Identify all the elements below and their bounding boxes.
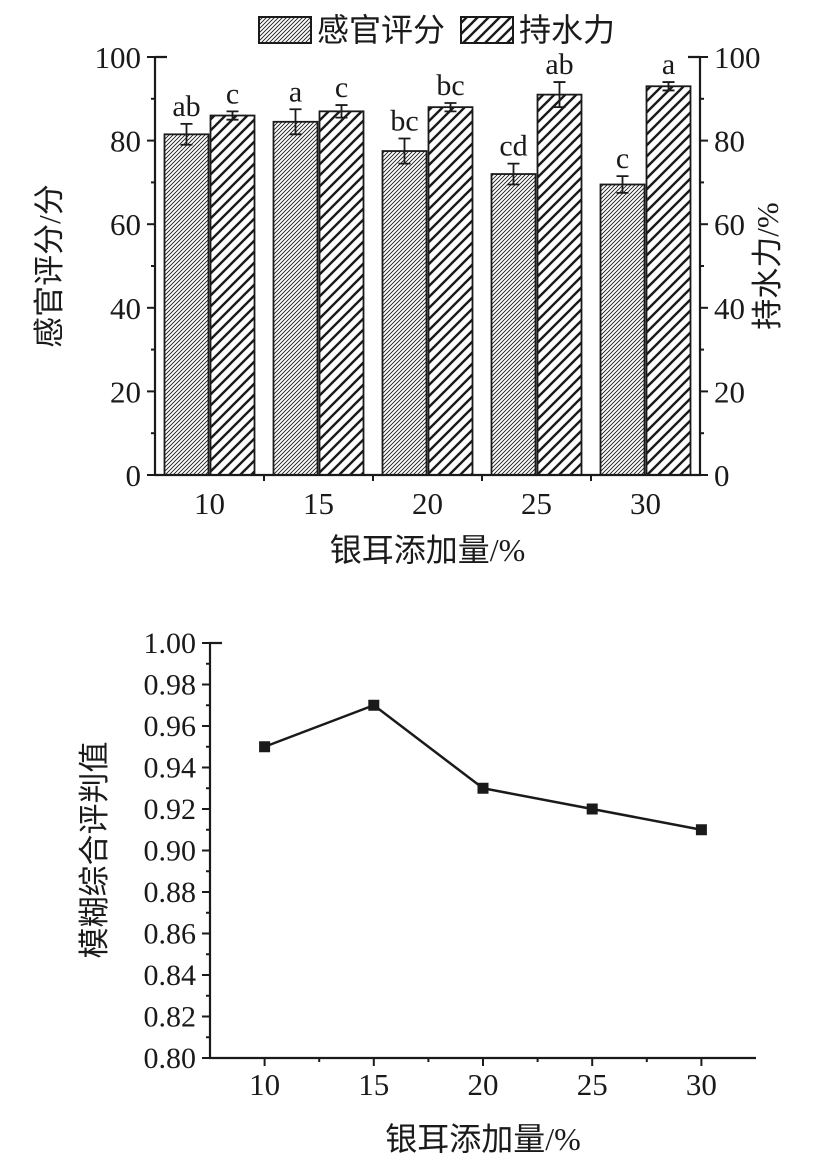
right-y-tick-label: 100 [714,40,761,75]
right-y-tick-label: 80 [714,124,745,159]
error-bar [444,102,457,113]
left-y-tick-label: 80 [110,124,141,159]
error-bar [662,81,675,92]
bar-dense-hatch-15 [272,120,319,476]
ticks [202,642,703,1066]
data-point-25 [586,803,598,815]
left-y-tick-label: 60 [110,207,141,242]
error-bar [507,162,520,186]
y-tick-label: 0.88 [144,876,197,909]
error-bar [226,110,239,121]
left-y-axis-title: 感官评分/分 [32,184,67,348]
x-tick-label: 25 [521,486,552,521]
legend-label: 持水力 [519,12,615,48]
error-bar [180,122,193,146]
sig-letter: c [335,71,348,104]
left-y-tick-label: 20 [110,374,141,409]
x-tick-label: 25 [577,1067,608,1102]
bar-sparse-hatch-25 [536,93,583,476]
right-y-tick-label: 60 [714,207,745,242]
right-y-tick-label: 20 [714,374,745,409]
left-y-tick-label: 40 [110,291,141,326]
x-tick-label: 10 [194,486,225,521]
sig-letter: a [662,48,675,81]
error-bar [289,108,302,136]
y-tick-label: 0.86 [144,918,197,951]
y-tick-label: 0.80 [144,1042,197,1075]
left-y-tick-label: 100 [95,40,142,75]
sig-letter: c [226,77,239,110]
data-point-10 [259,741,271,753]
x-tick-label: 20 [468,1067,499,1102]
bar-sparse-hatch-20 [427,106,474,476]
axes [208,641,756,1060]
x-tick-label: 10 [249,1067,280,1102]
x-tick-label: 15 [303,486,334,521]
bar-dense-hatch-30 [599,183,646,476]
data-line [264,703,702,831]
legend-label: 感官评分 [317,12,445,48]
right-y-axis-title: 持水力/% [750,202,785,329]
bar-sparse-hatch-15 [318,110,365,476]
y-tick-label: 0.98 [144,669,197,702]
bar-dense-hatch-10 [163,133,210,476]
right-y-tick-label: 0 [714,458,730,493]
sig-letter: cd [499,130,527,163]
y-tick-label: 0.94 [144,752,197,785]
error-bar [335,104,348,119]
y-tick-label: 0.92 [144,793,197,826]
x-axis-title: 银耳添加量/% [330,532,526,568]
y-tick-label: 0.84 [144,959,197,992]
y-ticks [147,56,708,481]
y-tick-label: 0.96 [144,710,197,743]
line-plot-area: 1.00 0.98 0.96 0.94 0.92 0.90 0.88 0.86 0.84 0.82… [77,627,756,1157]
bar-sparse-hatch-10 [209,114,256,476]
error-bar [398,137,411,165]
sig-letter: ab [545,48,573,81]
bar-dense-hatch-25 [490,173,537,476]
legend-swatch-dense-hatch [258,16,312,44]
y-tick-label: 0.82 [144,1001,197,1034]
sig-letter: ab [172,90,200,123]
line-chart-figure: 1.00 0.98 0.96 0.94 0.92 0.90 0.88 0.86 0.84 0.82… [0,590,829,1171]
error-bar [553,81,566,109]
error-bar [616,175,629,194]
bar-sparse-hatch-30 [645,85,692,476]
fuzzy-evaluation-line-chart: 1.00 0.98 0.96 0.94 0.92 0.90 0.88 0.86 0.84 0.82… [77,627,756,1157]
y-tick-label: 1.00 [144,627,197,660]
sig-letter: a [289,75,302,108]
legend: 感官评分 持水力 [258,12,615,48]
x-tick-label: 30 [630,486,661,521]
left-y-tick-label: 0 [126,458,142,493]
legend-swatch-sparse-hatch [460,16,514,44]
y-tick-label: 0.90 [144,835,197,868]
bar-chart-figure: 感官评分 持水力 ab c 10 a c 15 bc bc 20 cd ab 25 c a 30 0 0 20 20 40… [32,12,785,568]
sig-letter: c [616,142,629,175]
x-axis-title: 银耳添加量/% [385,1121,581,1157]
x-tick-label: 20 [412,486,443,521]
x-tick-label: 30 [686,1067,717,1102]
data-point-15 [368,699,380,711]
sig-letter: bc [390,105,418,138]
y-axis-title: 模糊综合评判值 [77,742,112,959]
bar-dense-hatch-20 [381,150,428,476]
right-y-tick-label: 40 [714,291,745,326]
data-point-30 [695,824,707,836]
data-point-20 [477,782,489,794]
x-tick-label: 15 [358,1067,389,1102]
sig-letter: bc [436,69,464,102]
